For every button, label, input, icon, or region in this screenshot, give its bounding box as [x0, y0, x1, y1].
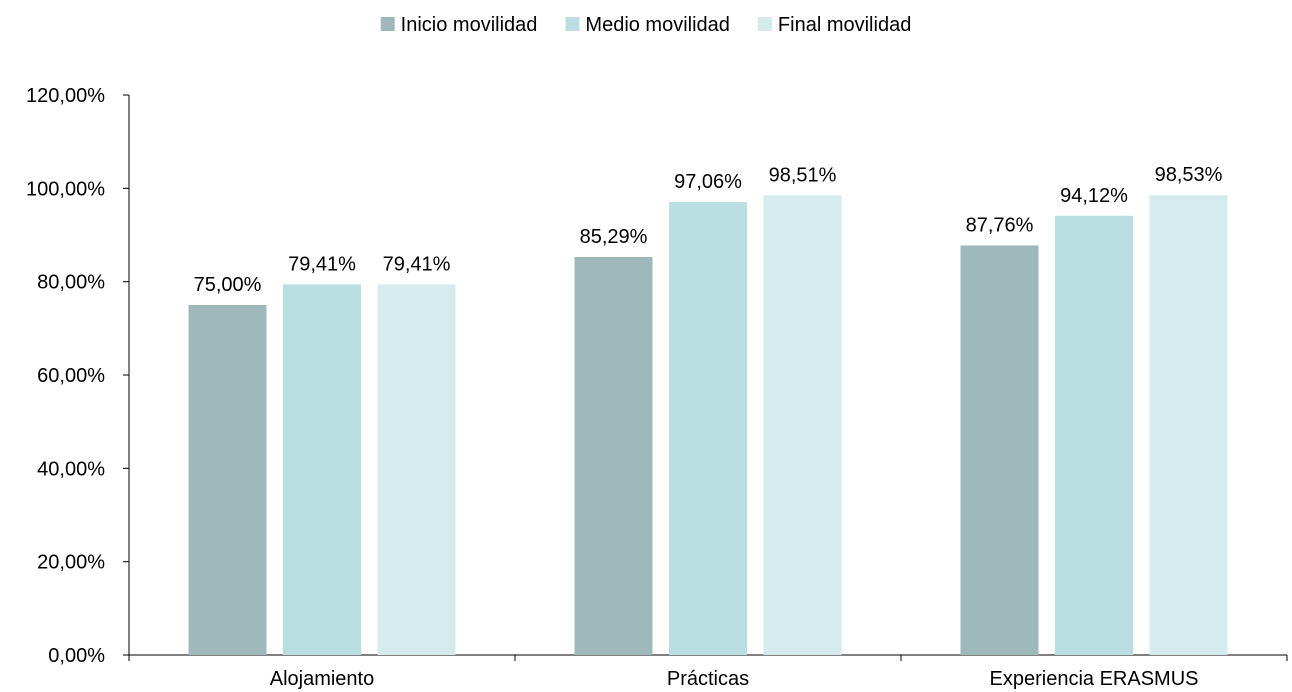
legend: Inicio movilidad Medio movilidad Final mov…: [380, 14, 911, 36]
legend-swatch: [757, 17, 772, 31]
x-axis: Alojamiento Prácticas Experiencia ERASMUS: [123, 654, 1288, 690]
data-label: 97,06%: [674, 171, 742, 193]
y-tick-label: 80,00%: [37, 272, 105, 294]
bar: [1055, 215, 1133, 656]
legend-label: Final movilidad: [778, 14, 911, 36]
data-label: 79,41%: [288, 253, 356, 275]
bar: [763, 195, 842, 655]
y-tick-label: 40,00%: [37, 458, 105, 480]
data-label: 87,76%: [966, 214, 1034, 236]
y-tick-label: 20,00%: [37, 552, 105, 574]
bar: [377, 284, 456, 655]
y-tick-label: 60,00%: [37, 365, 105, 387]
data-label: 85,29%: [580, 226, 648, 248]
bar: [283, 284, 361, 655]
y-tick-label: 120,00%: [26, 85, 105, 107]
y-axis: 0,00% 20,00% 40,00% 60,00% 80,00% 100,00% 120,…: [26, 85, 130, 667]
bar: [1149, 195, 1228, 655]
legend-swatch: [380, 17, 395, 31]
legend-label: Inicio movilidad: [401, 14, 538, 36]
bar: [574, 256, 653, 655]
y-tick-label: 0,00%: [48, 645, 105, 667]
bar: [960, 245, 1039, 655]
x-category-label: Prácticas: [667, 668, 749, 690]
bars: [188, 195, 1228, 656]
data-label: 94,12%: [1060, 185, 1128, 207]
y-tick-label: 100,00%: [26, 178, 105, 200]
data-labels: 75,00% 79,41% 79,41% 85,29% 97,06% 98,51% 87,7…: [194, 164, 1223, 296]
data-label: 98,51%: [769, 164, 837, 186]
legend-swatch: [565, 17, 580, 31]
data-label: 79,41%: [383, 253, 451, 275]
x-category-label: Alojamiento: [270, 668, 375, 690]
x-category-label: Experiencia ERASMUS: [990, 668, 1199, 690]
bar: [669, 202, 747, 655]
bar: [188, 305, 267, 655]
data-label: 98,53%: [1155, 164, 1223, 186]
data-label: 75,00%: [194, 274, 262, 296]
legend-label: Medio movilidad: [585, 14, 730, 36]
